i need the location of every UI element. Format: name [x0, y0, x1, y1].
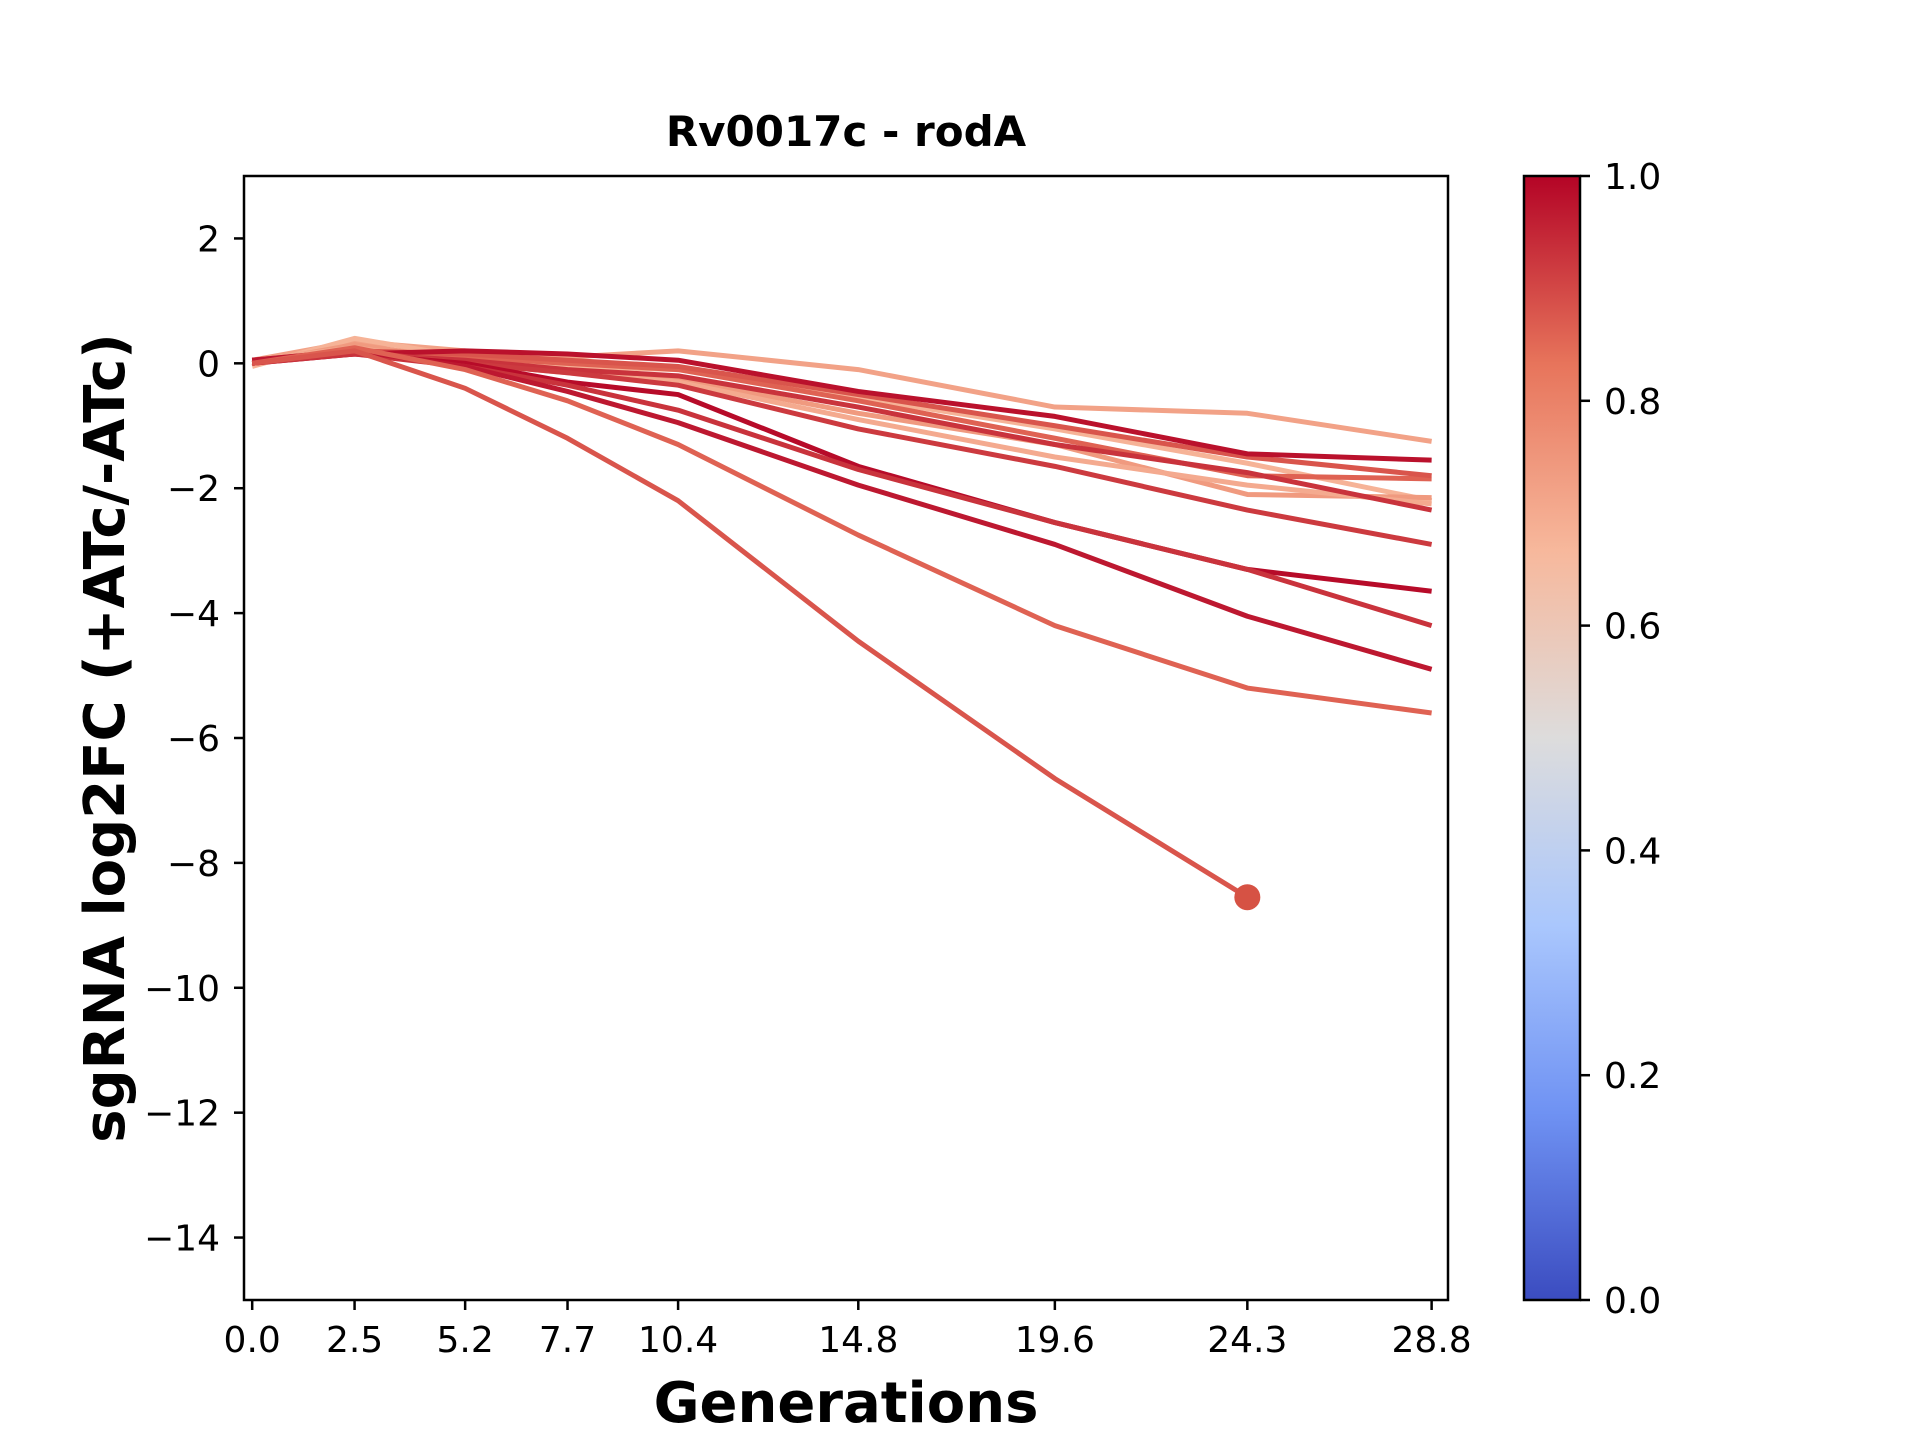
chart-title: Rv0017c - rodA	[666, 107, 1027, 156]
colorbar-tick-label: 1.0	[1604, 157, 1661, 198]
series-line-13	[251, 345, 1432, 716]
colorbar-fill	[1522, 174, 1582, 1302]
y-axis: 2 0 −2 −4 −6 −8 −10 −12 −14	[144, 219, 244, 1260]
series-line-9	[251, 348, 1433, 547]
x-tick-label: 0.0	[224, 1320, 281, 1361]
series-line-14	[251, 348, 1249, 900]
colorbar-tick-label: 0.2	[1604, 1056, 1661, 1097]
x-tick-label: 10.4	[638, 1320, 718, 1361]
y-tick-label: −8	[167, 844, 220, 885]
series-layer	[251, 335, 1433, 900]
colorbar-tick-label: 0.6	[1604, 607, 1661, 648]
y-tick-label: −6	[167, 719, 220, 760]
series-end-marker-14	[1234, 884, 1261, 911]
y-tick-label: −14	[144, 1219, 220, 1260]
x-tick-label: 5.2	[437, 1320, 494, 1361]
x-tick-label: 2.5	[326, 1320, 383, 1361]
plot-frame	[242, 174, 1450, 1302]
colorbar-tick-label: 0.0	[1604, 1281, 1661, 1322]
x-axis: 0.0 2.5 5.2 7.7 10.4 14.8 19.6 24.3 28.8	[224, 1300, 1472, 1361]
y-tick-label: 0	[197, 344, 220, 385]
y-tick-label: −4	[167, 594, 220, 635]
x-tick-label: 19.6	[1015, 1320, 1095, 1361]
x-axis-label: Generations	[654, 1371, 1039, 1436]
y-tick-label: −12	[144, 1094, 220, 1135]
marker-layer	[1234, 884, 1261, 911]
colorbar-tick-label: 0.4	[1604, 831, 1661, 872]
x-tick-label: 28.8	[1392, 1320, 1472, 1361]
y-tick-label: 2	[197, 219, 220, 260]
colorbar-tick-label: 0.8	[1604, 382, 1661, 423]
x-tick-label: 7.7	[539, 1320, 596, 1361]
y-tick-label: −10	[144, 969, 220, 1010]
y-tick-label: −2	[167, 469, 220, 510]
colorbar: 0.0 0.2 0.4 0.6 0.8 1.0	[1522, 157, 1661, 1322]
y-axis-label: sgRNA log2FC (+ATc/-ATc)	[73, 333, 138, 1143]
colorbar-ticks: 0.0 0.2 0.4 0.6 0.8 1.0	[1580, 157, 1661, 1322]
x-tick-label: 14.8	[818, 1320, 898, 1361]
x-tick-label: 24.3	[1207, 1320, 1287, 1361]
